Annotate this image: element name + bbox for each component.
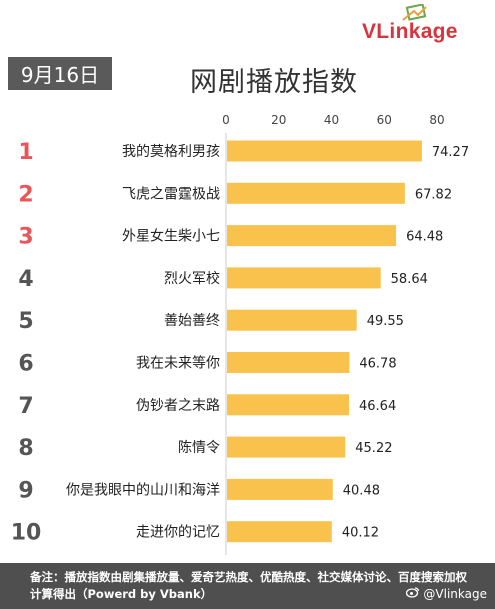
category-label: 我的莫格利男孩 [122,144,220,160]
bar [227,478,333,500]
rank-number: 9 [18,478,33,503]
rank-number: 8 [18,436,33,461]
rank-number: 2 [18,182,33,207]
category-label: 烈火军校 [164,270,220,287]
brand-name-suffix: age [420,20,458,43]
bar [227,182,405,204]
rank-number: 5 [18,309,33,334]
rank-number: 6 [18,352,33,377]
brand-logo: VLinkage [362,4,482,44]
weibo-icon [406,586,420,601]
rank-number: 4 [18,267,33,292]
category-label: 走进你的记忆 [136,525,220,541]
category-label: 善始善终 [164,313,220,329]
x-tick-label: 40 [324,113,339,127]
watermark-text: @Vlinkage [423,587,487,601]
date-badge: 9月16日 [8,57,112,90]
footer-note: 备注：播放指数由剧集播放量、爱奇艺热度、优酷热度、社交媒体讨论、百度搜索加权计算… [30,570,467,601]
category-label: 伪钞者之末路 [136,398,220,414]
bar [227,140,422,162]
rank-number: 10 [11,521,42,546]
chart-title: 网剧播放指数 [190,67,358,98]
category-label: 飞虎之雷霆极战 [122,186,220,202]
footer-bar: 备注：播放指数由剧集播放量、爱奇艺热度、优酷热度、社交媒体讨论、百度搜索加权计算… [0,563,495,609]
bar [227,225,397,247]
rank-number: 7 [18,394,33,419]
x-tick-label: 80 [429,113,444,127]
logo-mark-icon [402,4,427,21]
data-label: 64.48 [406,230,443,245]
x-tick-label: 0 [222,113,230,127]
brand-name-prefix: VLink [362,20,421,43]
category-label: 你是我眼中的山川和海洋 [66,482,220,498]
bar [227,352,350,373]
x-tick-label: 60 [377,113,392,127]
rank-number: 1 [18,140,33,165]
data-label: 46.64 [359,399,396,414]
data-label: 67.82 [415,187,452,202]
category-label: 外星女生柴小七 [122,228,220,245]
data-label: 58.64 [391,272,428,287]
brand-name: VLinkage [362,20,458,44]
bar [227,394,350,416]
data-label: 40.12 [342,526,379,541]
data-label: 74.27 [432,145,469,160]
data-label: 45.22 [355,441,392,456]
bar [227,267,381,289]
bar-chart: 0 20 40 60 80 1 我的莫格利男孩 74.27 2 飞虎之雷霆极战 67.82 3 外星女生… [11,113,469,555]
category-label: 陈情令 [178,439,220,456]
data-label: 46.78 [359,357,396,372]
bar [227,309,357,331]
x-tick-label: 20 [271,113,286,127]
watermark: @Vlinkage [406,586,487,601]
rank-number: 3 [18,225,33,250]
bar [227,436,346,458]
data-label: 49.55 [367,314,404,329]
bar [227,521,332,543]
data-label: 40.48 [343,483,380,498]
category-label: 我在未来等你 [136,355,220,372]
